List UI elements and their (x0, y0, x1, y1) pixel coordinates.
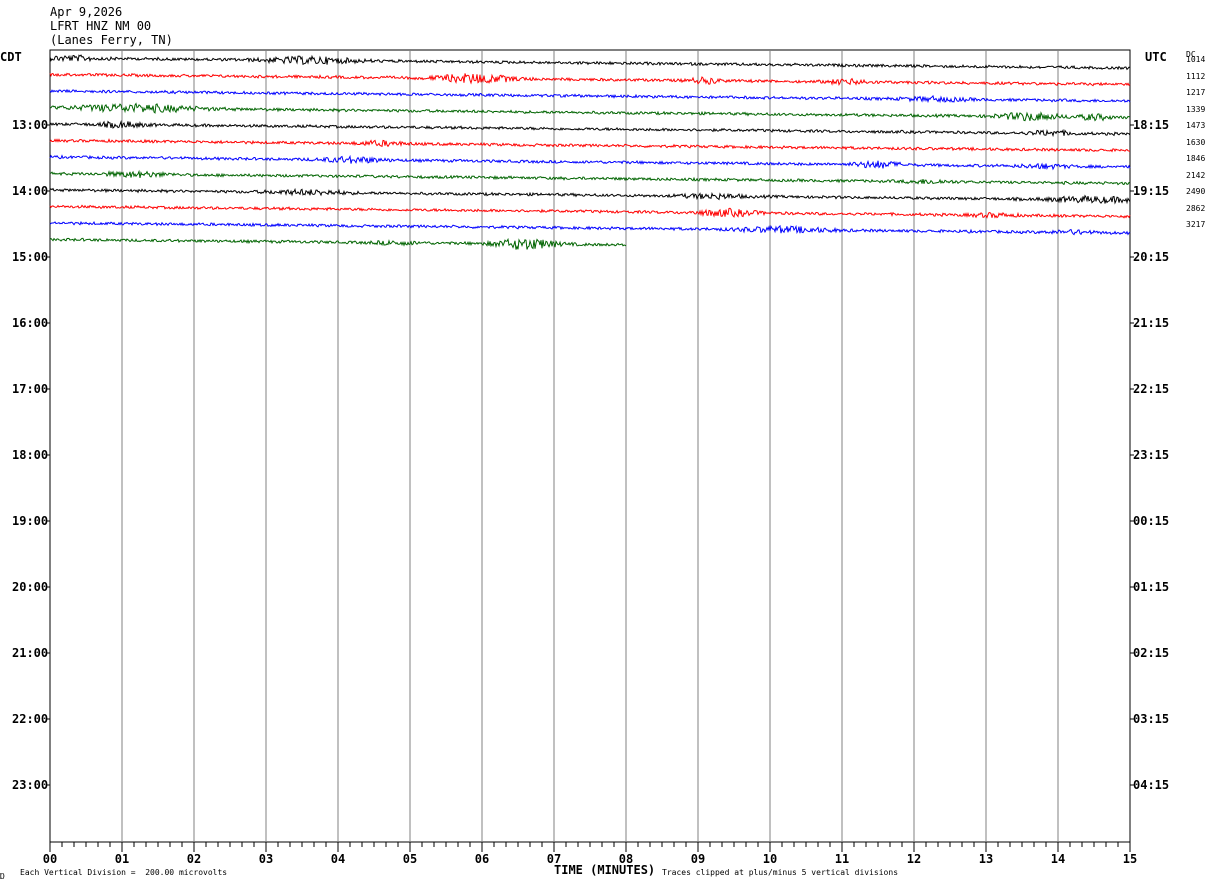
left-hour-label: 13:00 (12, 118, 49, 132)
dc-offset-value: 1112 (1186, 71, 1206, 81)
dc-offset-value: 1217 (1186, 88, 1206, 97)
dc-offset-value: 1846 (1186, 154, 1206, 163)
trace-line (49, 102, 1131, 122)
trace-line (49, 187, 1131, 205)
dc-column-header: DC (1186, 50, 1196, 59)
x-tick-label: 00 (42, 852, 58, 866)
dc-offset-value: 1014 (1186, 55, 1206, 64)
trace-line (49, 72, 1131, 87)
trace-line (49, 154, 1131, 171)
dc-offset-value: 2862 (1186, 203, 1206, 213)
left-hour-label: 17:00 (12, 382, 49, 396)
trace-line (49, 54, 1131, 71)
right-hour-label: 04:15 (1133, 778, 1170, 792)
right-hour-label: 01:15 (1133, 580, 1170, 594)
dc-offset-value: 2490 (1186, 187, 1206, 196)
dc-offset-value: 1473 (1186, 121, 1206, 130)
x-tick-label: 05 (402, 852, 418, 866)
x-tick-label: 07 (546, 852, 562, 866)
x-tick-label: 09 (690, 852, 706, 866)
left-hour-label: 18:00 (12, 448, 49, 462)
trace-line (49, 120, 1131, 138)
left-hour-label: 15:00 (12, 250, 49, 264)
x-tick-label: 06 (474, 852, 490, 866)
clip-note: Traces clipped at plus/minus 5 vertical … (662, 868, 899, 877)
x-tick-label: 14 (1050, 852, 1066, 866)
left-hour-label: 19:00 (12, 514, 49, 528)
left-timezone-label: CDT (0, 50, 22, 64)
x-axis-title: TIME (MINUTES) (554, 863, 656, 877)
vertical-division-note: Each Vertical Division = 200.00 microvol… (20, 868, 228, 877)
corner-mark: Ɒ (0, 872, 5, 881)
station-location: (Lanes Ferry, TN) (50, 33, 173, 47)
dc-offset-value: 1630 (1186, 137, 1206, 147)
left-hour-label: 16:00 (12, 316, 49, 330)
x-tick-label: 04 (330, 852, 346, 866)
right-hour-label: 23:15 (1133, 448, 1170, 462)
x-tick-label: 15 (1122, 852, 1138, 866)
trace-line (49, 204, 1131, 219)
right-hour-label: 03:15 (1133, 712, 1170, 726)
right-hour-label: 22:15 (1133, 382, 1170, 396)
right-timezone-label: UTC (1145, 50, 1167, 64)
dc-offset-value: 2142 (1186, 170, 1206, 180)
left-hour-label: 20:00 (12, 580, 49, 594)
left-hour-label: 22:00 (12, 712, 49, 726)
x-tick-label: 13 (978, 852, 994, 866)
trace-line (49, 237, 627, 250)
dc-offset-value: 3217 (1186, 220, 1206, 229)
right-hour-label: 18:15 (1133, 118, 1170, 132)
left-hour-label: 23:00 (12, 778, 49, 792)
x-tick-label: 08 (618, 852, 634, 866)
left-hour-label: 21:00 (12, 646, 49, 660)
trace-line (50, 169, 1131, 186)
station-code: LFRT HNZ NM 00 (50, 19, 152, 33)
right-hour-label: 19:15 (1133, 184, 1170, 198)
trace-line (49, 138, 1131, 153)
left-hour-label: 14:00 (12, 184, 49, 198)
x-tick-label: 12 (906, 852, 922, 866)
right-hour-label: 20:15 (1133, 250, 1170, 264)
x-tick-label: 10 (762, 852, 778, 866)
right-hour-label: 21:15 (1133, 316, 1170, 330)
trace-line (49, 88, 1131, 104)
x-tick-label: 11 (834, 852, 850, 866)
dc-offset-value: 1339 (1186, 104, 1206, 114)
x-tick-label: 02 (186, 852, 202, 866)
right-hour-label: 02:15 (1133, 646, 1170, 660)
right-hour-label: 00:15 (1133, 514, 1170, 528)
plot-frame (49, 49, 1131, 843)
plot-date: Apr 9,2026 (50, 5, 123, 19)
x-tick-label: 01 (114, 852, 130, 866)
trace-line (49, 220, 1131, 236)
x-tick-label: 03 (258, 852, 274, 866)
